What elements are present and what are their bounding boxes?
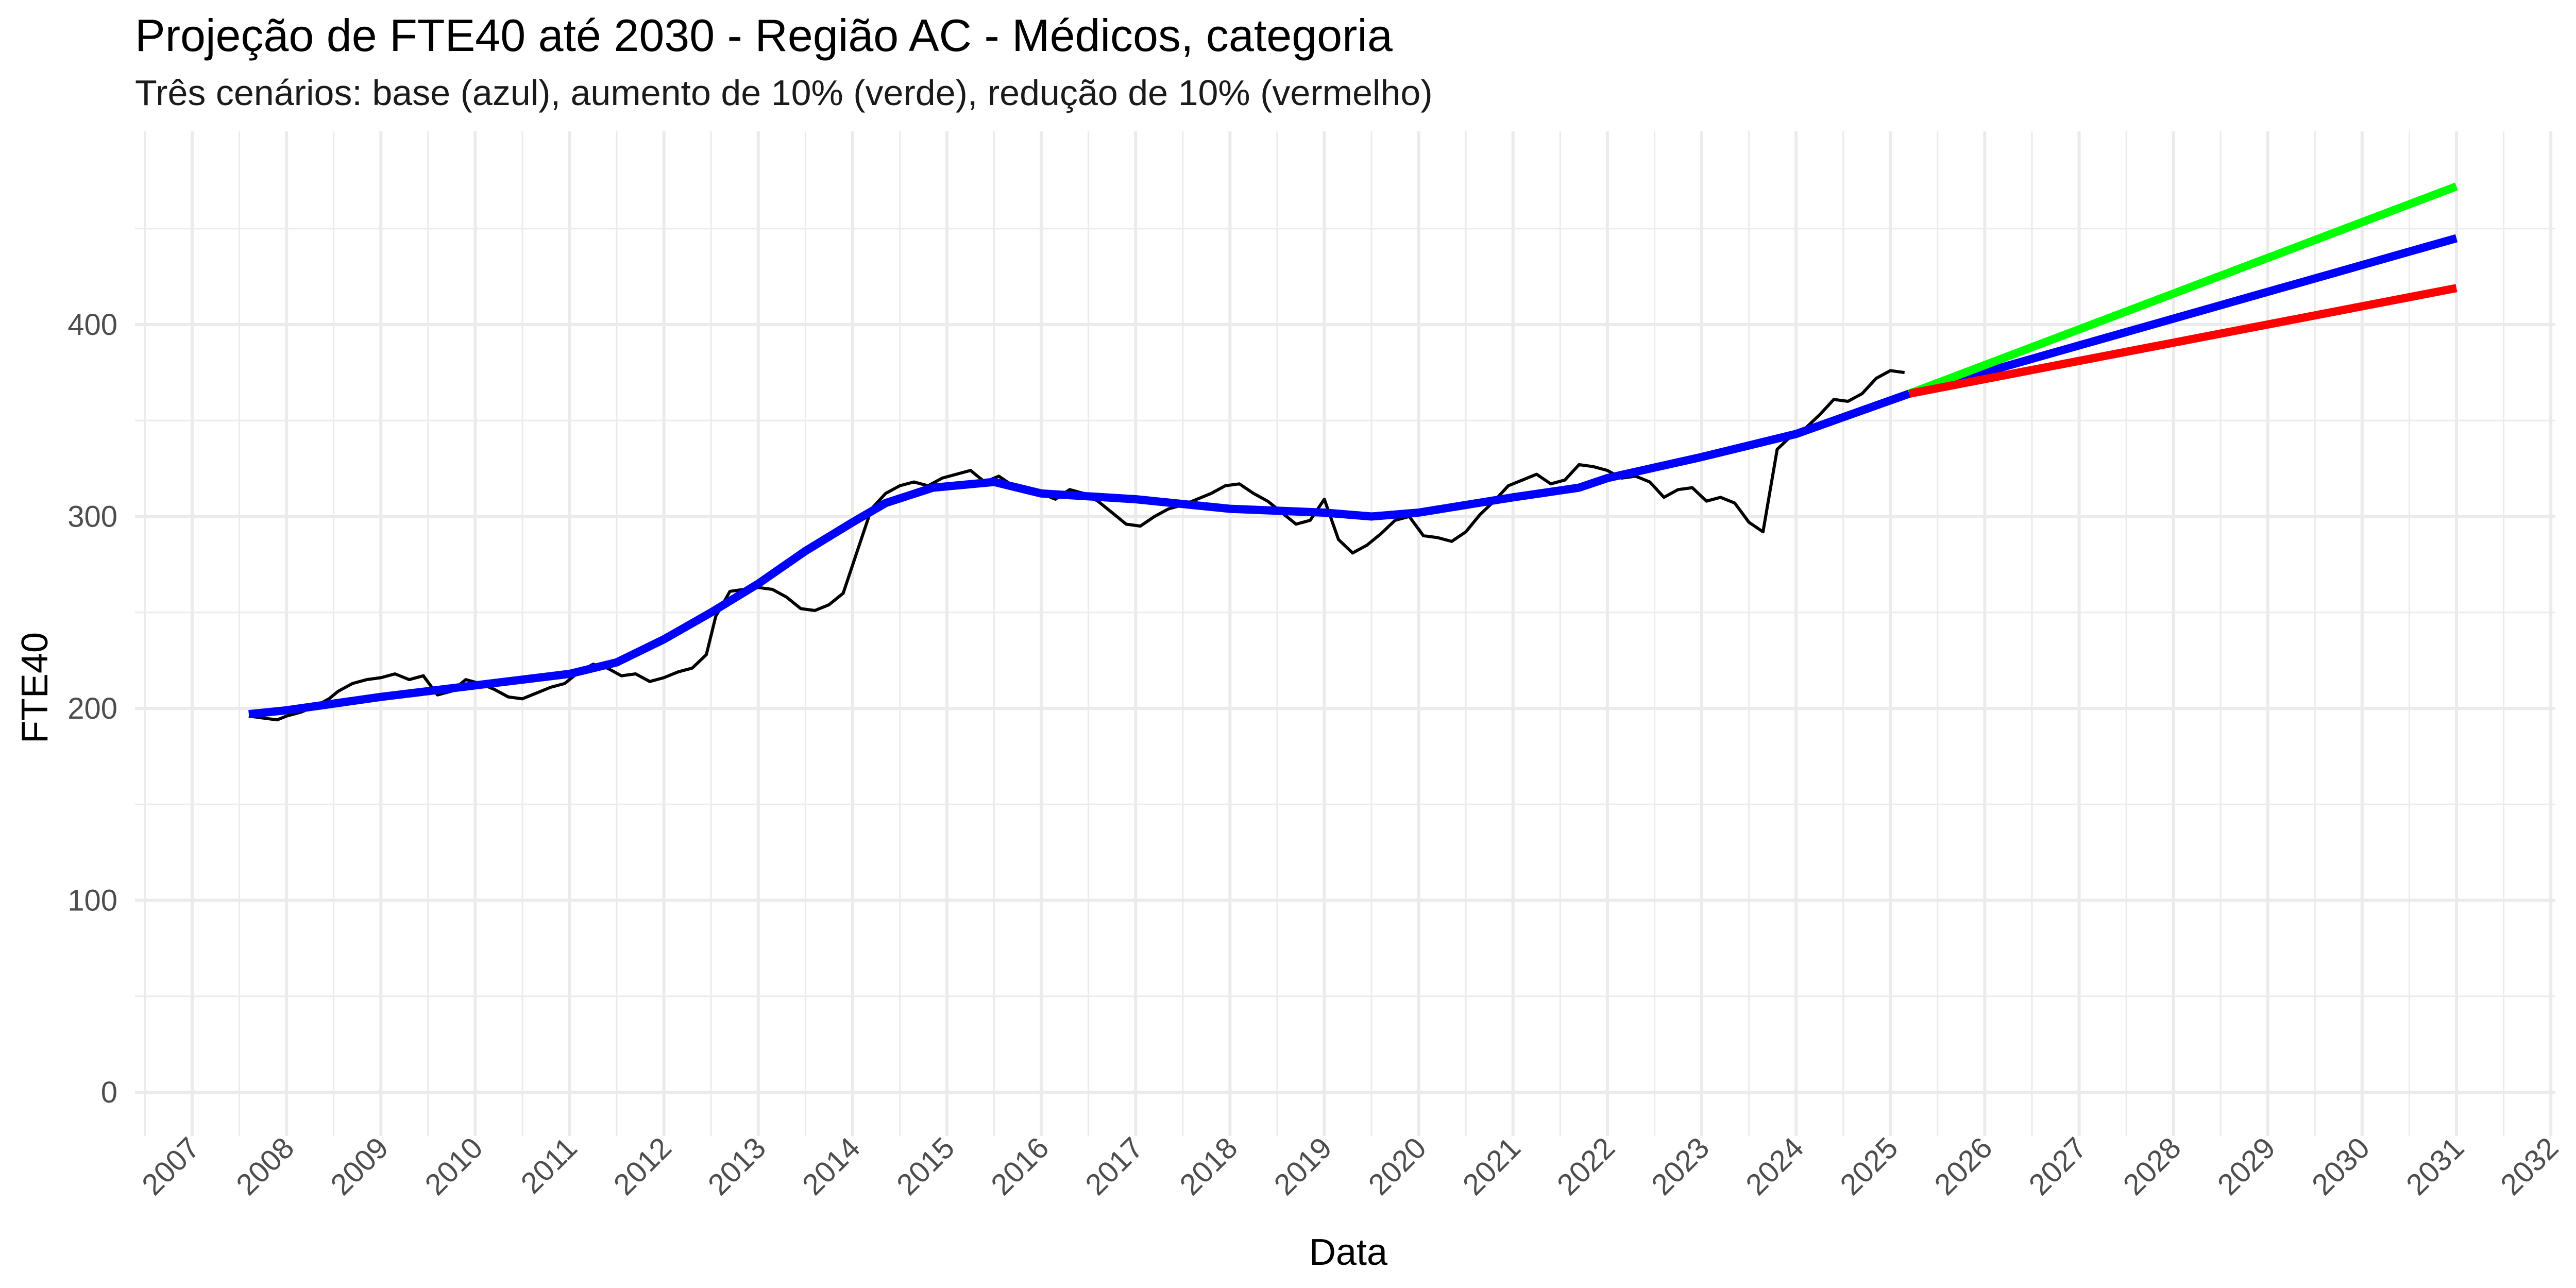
x-tick-label: 2019: [1267, 1131, 1338, 1201]
x-tick-label: 2024: [1739, 1131, 1810, 1201]
x-tick-label: 2014: [796, 1131, 867, 1201]
y-tick-label: 100: [67, 884, 117, 918]
x-tick-label: 2015: [890, 1131, 961, 1201]
x-tick-label: 2010: [418, 1131, 489, 1201]
x-tick-label: 2022: [1551, 1131, 1621, 1201]
series-line-1: [248, 389, 1911, 719]
x-tick-label: 2028: [2117, 1131, 2188, 1201]
y-tick-label: 200: [67, 692, 117, 725]
x-axis-ticks: 2007 2008 2009 2010 2011 2012 2013 2014 2015 2016…: [135, 1131, 2565, 1201]
y-tick-label: 400: [67, 308, 117, 342]
x-tick-label: 2027: [2022, 1131, 2093, 1201]
x-tick-label: 2025: [1834, 1131, 1904, 1201]
x-tick-label: 2026: [1928, 1131, 1998, 1201]
y-tick-label: 0: [101, 1076, 117, 1109]
x-tick-label: 2021: [1456, 1131, 1527, 1201]
chart-title: Projeção de FTE40 até 2030 - Região AC -…: [135, 10, 1393, 61]
x-tick-label: 2018: [1173, 1131, 1244, 1201]
y-axis-title: FTE40: [14, 632, 56, 743]
x-tick-label: 2031: [2400, 1131, 2470, 1201]
x-tick-label: 2008: [230, 1131, 300, 1201]
grid-major: [135, 131, 2555, 1136]
x-tick-label: 2007: [135, 1131, 206, 1201]
x-tick-label: 2016: [985, 1131, 1055, 1201]
series-line-2: [1908, 234, 2458, 398]
chart-subtitle: Três cenários: base (azul), aumento de 1…: [135, 73, 1433, 113]
x-tick-label: 2032: [2494, 1131, 2565, 1201]
x-tick-label: 2011: [515, 1131, 584, 1200]
x-tick-label: 2020: [1362, 1131, 1433, 1201]
series-line-0: [248, 369, 1905, 722]
x-tick-label: 2023: [1645, 1131, 1716, 1201]
series-group: [248, 182, 2458, 722]
x-axis-title: Data: [1309, 1232, 1388, 1273]
y-tick-label: 300: [67, 500, 117, 534]
x-tick-label: 2012: [607, 1131, 678, 1201]
x-tick-label: 2030: [2306, 1131, 2376, 1201]
y-axis-ticks: 0 100 200 300 400: [67, 308, 117, 1109]
series-line-4: [1908, 284, 2458, 398]
x-tick-label: 2029: [2211, 1131, 2282, 1201]
x-tick-label: 2009: [324, 1131, 395, 1201]
x-tick-label: 2013: [702, 1131, 772, 1201]
series-line-3: [1908, 182, 2458, 398]
x-tick-label: 2017: [1079, 1131, 1149, 1201]
